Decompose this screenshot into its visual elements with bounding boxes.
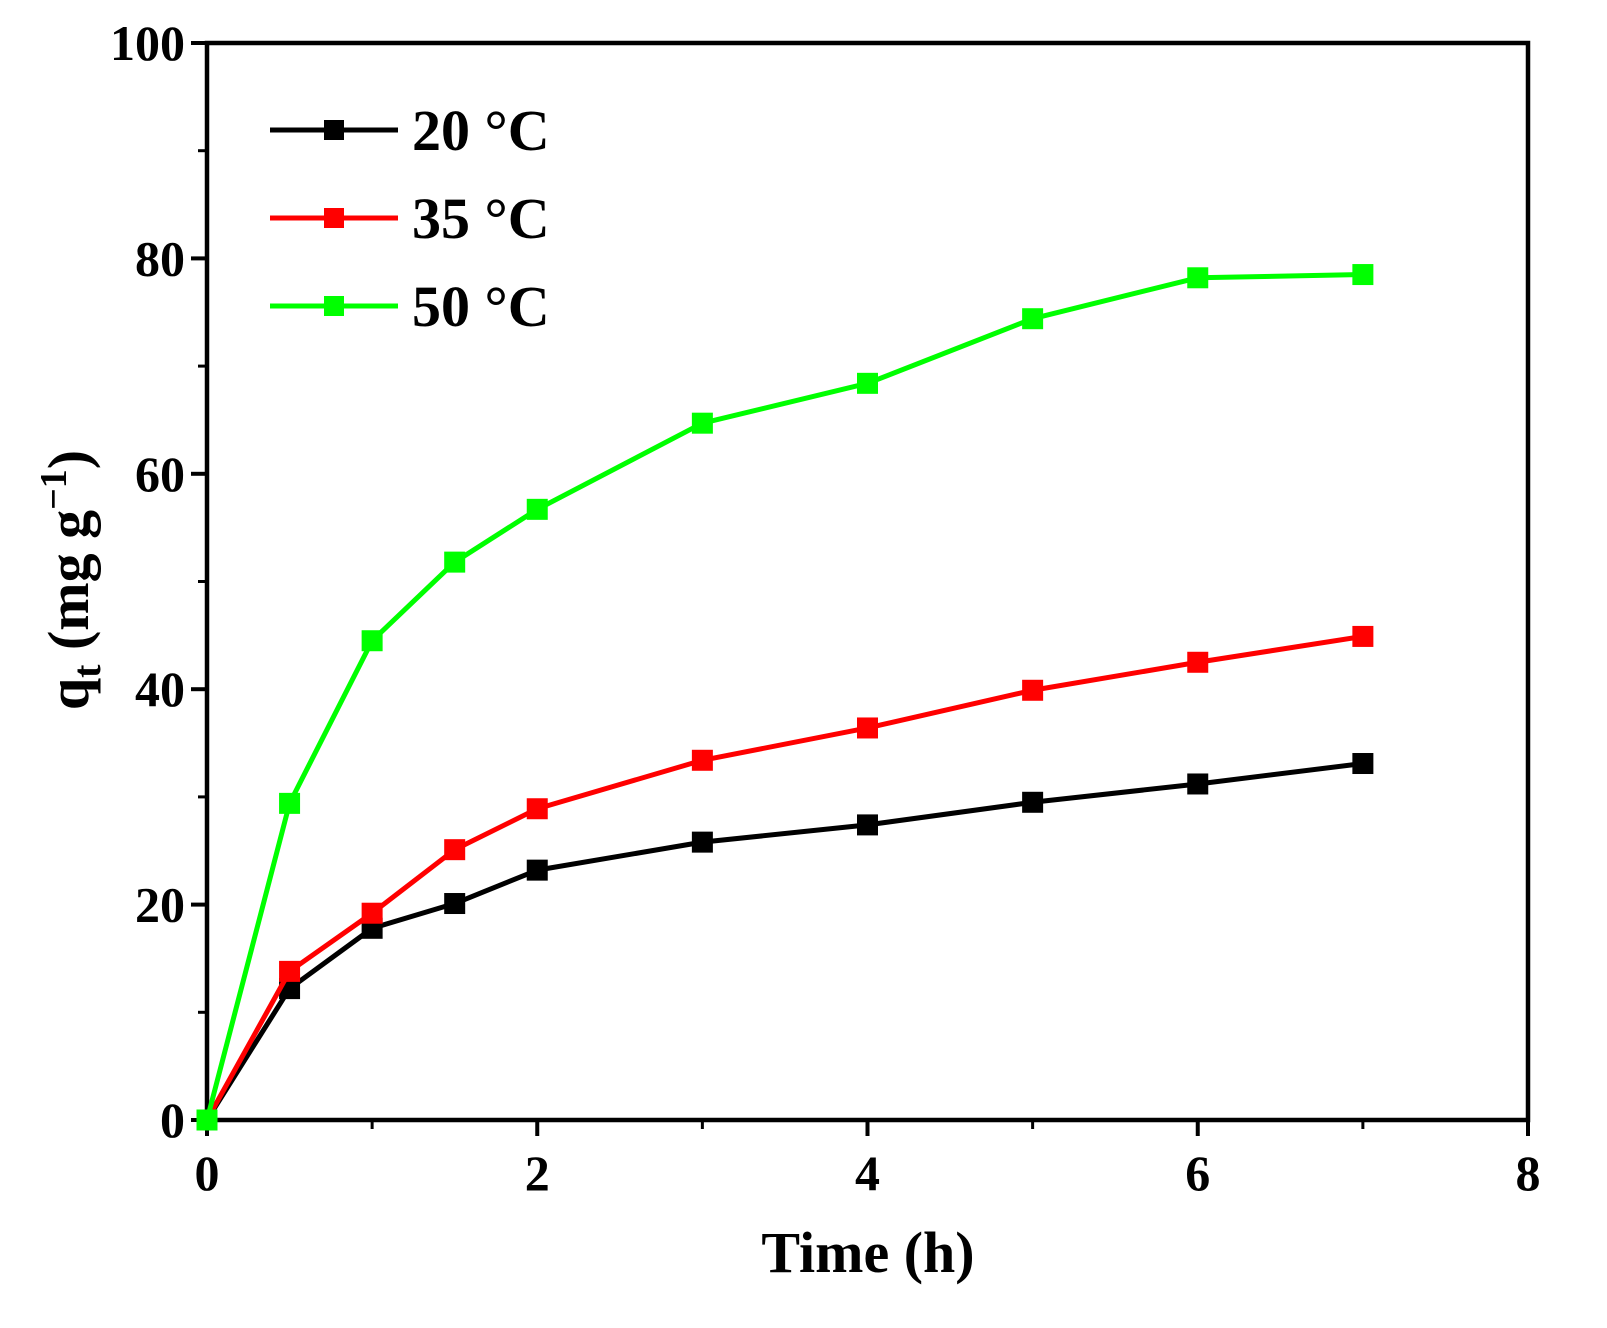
y-axis-title-main: q: [36, 678, 101, 710]
legend: 20 °C 35 °C 50 °C: [270, 98, 550, 339]
y-tick-label: 100: [110, 15, 185, 71]
data-point-35c: [857, 717, 878, 739]
y-axis-title-unit: (mg g: [36, 510, 101, 665]
legend-label: 20 °C: [412, 98, 550, 163]
series-line-50c: [204, 272, 1363, 1121]
data-point-35c: [1352, 625, 1374, 647]
data-point-35c: [444, 839, 466, 861]
data-point-50c: [526, 498, 548, 520]
data-point-20c: [444, 893, 466, 915]
y-axis-title-close: ): [36, 450, 101, 469]
data-point-50c: [1022, 308, 1044, 330]
data-point-35c: [691, 749, 713, 771]
legend-marker: [324, 208, 344, 228]
data-point-20c: [1352, 753, 1374, 775]
data-point-20c: [1187, 773, 1209, 795]
data-point-35c: [279, 960, 301, 982]
x-tick-label: 2: [525, 1145, 550, 1201]
y-tick-label: 40: [135, 661, 185, 717]
data-point-50c: [196, 1109, 218, 1131]
data-point-50c: [1352, 264, 1374, 286]
plot-frame: [204, 40, 1531, 1123]
data-point-35c: [1187, 651, 1209, 673]
legend-label: 35 °C: [412, 186, 550, 251]
data-point-20c: [857, 814, 878, 836]
y-tick-label: 0: [160, 1092, 185, 1148]
data-point-50c: [361, 630, 383, 652]
legend-marker: [324, 120, 344, 140]
data-point-50c: [444, 551, 466, 573]
data-point-50c: [691, 412, 713, 434]
y-axis-title-subscript: t: [64, 664, 109, 678]
y-tick-label: 60: [135, 446, 185, 502]
data-point-35c: [526, 798, 548, 820]
data-point-50c: [1187, 267, 1209, 289]
x-axis-title: Time (h): [761, 1220, 974, 1285]
y-tick-label: 20: [135, 877, 185, 933]
data-point-20c: [1022, 791, 1044, 813]
series-20c: [196, 753, 1374, 1131]
legend-label: 50 °C: [412, 274, 550, 339]
x-tick-label: 0: [195, 1145, 220, 1201]
x-tick-label: 6: [1185, 1145, 1210, 1201]
y-axis-title: qt (mg g−1): [33, 450, 109, 710]
x-tick-label: 4: [855, 1145, 880, 1201]
series-line-35c: [204, 633, 1364, 1122]
y-axis-title-superscript: −1: [33, 469, 75, 510]
data-point-20c: [691, 831, 713, 853]
y-tick-label: 80: [135, 230, 185, 286]
data-point-35c: [361, 902, 383, 924]
series-line-20c: [204, 761, 1364, 1122]
data-point-20c: [526, 859, 548, 881]
legend-marker: [324, 296, 344, 316]
data-point-35c: [1022, 679, 1044, 701]
legend-item-50c: 50 °C: [270, 274, 550, 339]
legend-item-35c: 35 °C: [270, 186, 550, 251]
series-50c: [196, 264, 1374, 1131]
data-point-50c: [279, 792, 301, 814]
data-point-50c: [857, 372, 878, 394]
series-35c: [196, 625, 1374, 1131]
legend-item-20c: 20 °C: [270, 98, 550, 163]
x-tick-label: 8: [1516, 1145, 1541, 1201]
